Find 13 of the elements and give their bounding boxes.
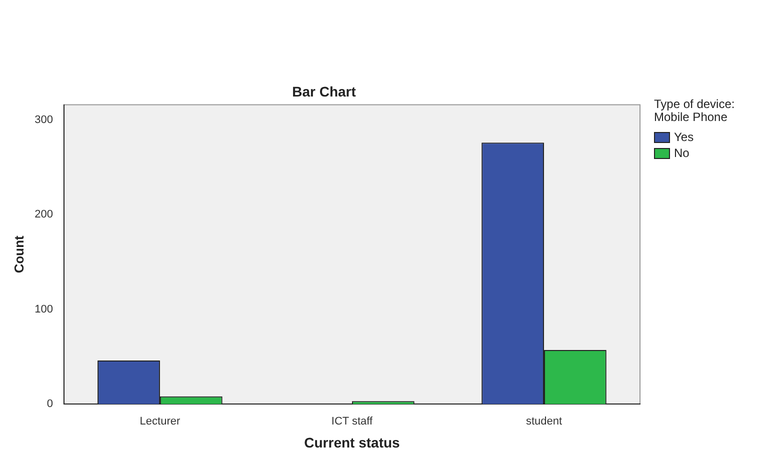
y-tick-label: 100 — [34, 303, 53, 316]
legend-label: No — [674, 146, 690, 160]
y-axis-title: Count — [11, 234, 26, 274]
chart-title: Bar Chart — [292, 83, 356, 100]
y-tick-label: 0 — [46, 398, 53, 410]
y-tick-label: 300 — [34, 114, 53, 126]
x-axis-title: Current status — [304, 434, 400, 450]
legend-title: Type of device: Mobile Phone — [654, 97, 736, 124]
legend-label: Yes — [674, 130, 694, 144]
x-tick-label: ICT staff — [331, 416, 374, 428]
y-tick-label: 200 — [34, 208, 53, 221]
x-tick-label: student — [526, 416, 562, 428]
x-tick-label: Lecturer — [140, 416, 180, 428]
